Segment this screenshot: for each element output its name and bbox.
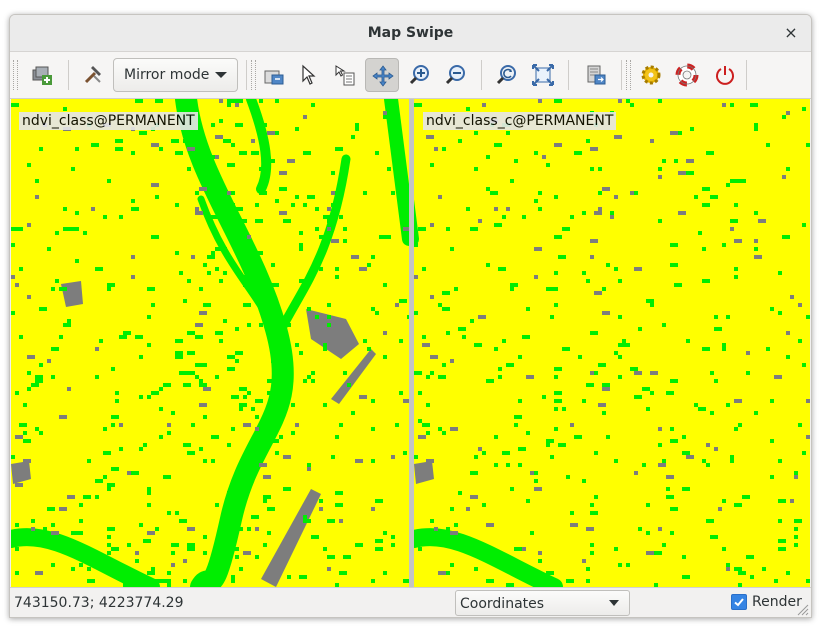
chevron-down-icon <box>215 72 227 78</box>
zoom-out-button[interactable] <box>439 58 473 92</box>
toolbar-separator <box>481 60 482 90</box>
map-display[interactable]: ndvi_class@PERMANENT ndvi_class_c@PERMAN… <box>11 99 810 587</box>
left-map-canvas[interactable] <box>11 99 409 587</box>
statusbar-format-select[interactable]: Coordinates <box>455 590 630 616</box>
toolbar: Mirror mode <box>10 52 811 99</box>
pointer-button[interactable] <box>292 58 326 92</box>
close-button[interactable]: × <box>784 23 798 42</box>
select-layer-icon <box>335 65 355 86</box>
zoom-back-button[interactable] <box>490 58 524 92</box>
mode-dropdown[interactable]: Mirror mode <box>113 58 238 92</box>
toolbar-grip[interactable] <box>13 60 18 90</box>
tools-button[interactable] <box>76 58 110 92</box>
toolbar-grip[interactable] <box>251 60 256 90</box>
toolbar-separator <box>68 60 69 90</box>
add-raster-icon <box>32 66 52 85</box>
quit-icon <box>716 66 734 85</box>
checkmark-icon <box>734 598 744 607</box>
map-swipe-window: Map Swipe × Mirror mode <box>9 14 812 618</box>
toolbar-separator <box>246 60 247 90</box>
settings-button[interactable] <box>634 58 668 92</box>
statusbar-format-value: Coordinates <box>460 596 545 612</box>
zoom-in-button[interactable] <box>403 58 437 92</box>
pan-icon <box>372 65 394 87</box>
pan-button[interactable] <box>365 58 399 92</box>
toolbar-separator <box>621 60 622 90</box>
zoom-extent-icon <box>532 64 554 86</box>
query-button[interactable] <box>257 58 291 92</box>
help-icon <box>675 63 699 87</box>
zoom-back-icon <box>496 65 516 85</box>
toolbar-grip[interactable] <box>626 60 631 90</box>
tools-icon <box>84 66 101 84</box>
mode-dropdown-value: Mirror mode <box>124 67 210 83</box>
pointer-icon <box>302 64 316 85</box>
settings-icon <box>641 65 661 85</box>
toolbar-separator <box>746 60 747 90</box>
statusbar: 743150.73; 4223774.29 Coordinates Render <box>10 587 811 617</box>
chevron-down-icon <box>609 600 619 606</box>
quit-button[interactable] <box>708 58 742 92</box>
coordinates-readout: 743150.73; 4223774.29 <box>14 595 184 611</box>
render-checkbox[interactable] <box>731 594 747 610</box>
window-title: Map Swipe <box>367 25 454 41</box>
add-raster-button[interactable] <box>25 58 59 92</box>
help-button[interactable] <box>670 58 704 92</box>
right-map-canvas[interactable] <box>414 99 810 587</box>
left-layer-label: ndvi_class@PERMANENT <box>19 112 198 130</box>
zoom-extent-button[interactable] <box>526 58 560 92</box>
resize-grip-icon[interactable] <box>797 604 809 616</box>
render-label: Render <box>752 594 802 610</box>
titlebar: Map Swipe × <box>10 15 811 52</box>
zoom-out-icon <box>445 65 465 85</box>
right-layer-label: ndvi_class_c@PERMANENT <box>423 112 617 130</box>
zoom-in-icon <box>409 65 429 85</box>
save-display-button[interactable] <box>579 58 613 92</box>
query-icon <box>264 70 284 85</box>
save-display-icon <box>587 65 606 85</box>
toolbar-separator <box>568 60 569 90</box>
select-layer-button[interactable] <box>328 58 362 92</box>
swipe-divider-handle[interactable] <box>409 99 414 587</box>
